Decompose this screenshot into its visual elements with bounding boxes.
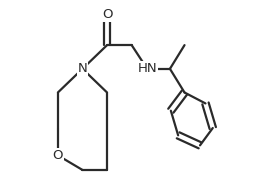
Text: O: O (102, 8, 112, 21)
Text: N: N (78, 62, 87, 75)
Text: O: O (53, 149, 63, 162)
Text: HN: HN (137, 62, 157, 75)
